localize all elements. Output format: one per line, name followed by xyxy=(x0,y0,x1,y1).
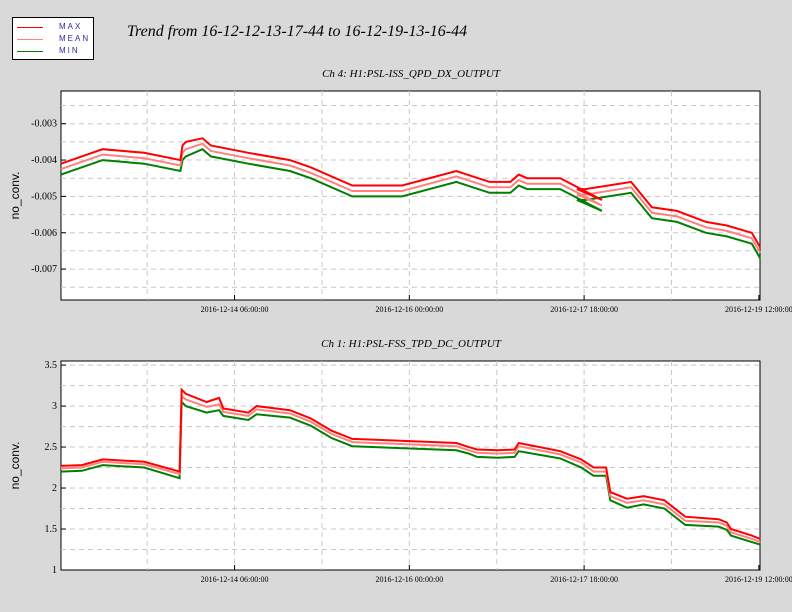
plot2-ylabel: no_conv. xyxy=(8,442,22,490)
plot1-ytick-label: -0.004 xyxy=(31,155,57,166)
plot1-ytick-label: -0.003 xyxy=(31,119,57,130)
plot2-xtick-label: 2016-12-14 06:00:00 xyxy=(201,575,269,584)
plot2-frame xyxy=(60,360,761,571)
legend: MAX MEAN MIN xyxy=(12,17,94,60)
legend-line-max xyxy=(17,27,43,28)
plot1-xtick-label: 2016-12-16 00:00:00 xyxy=(375,305,443,314)
plot2-ytick-label: 2 xyxy=(52,483,57,494)
plot1-xtick-label: 2016-12-14 06:00:00 xyxy=(201,305,269,314)
plot1-series-min xyxy=(60,148,761,259)
plot2-xtick-label: 2016-12-16 00:00:00 xyxy=(375,575,443,584)
plot1-xtick-label: 2016-12-17 18:00:00 xyxy=(550,305,618,314)
plot2-ytick-label: 3 xyxy=(52,401,57,412)
plot2-series-min xyxy=(60,399,761,546)
plot2-series-mean xyxy=(60,394,761,544)
legend-item-mean: MEAN xyxy=(17,34,93,45)
legend-label-min: MIN xyxy=(59,46,80,55)
plot2-series-max xyxy=(60,387,761,540)
plot2-ytick-label: 1 xyxy=(52,565,57,576)
plot1-ytick-label: -0.007 xyxy=(31,264,57,275)
legend-item-max: MAX xyxy=(17,22,93,33)
legend-label-max: MAX xyxy=(59,22,83,31)
plot2-title: Ch 1: H1:PSL-FSS_TPD_DC_OUTPUT xyxy=(321,338,501,350)
plot1-series-mean xyxy=(60,142,761,254)
plot1-title: Ch 4: H1:PSL-ISS_QPD_DX_OUTPUT xyxy=(322,68,500,80)
main-title: Trend from 16-12-12-13-17-44 to 16-12-19… xyxy=(127,23,468,40)
plot1-ytick-label: -0.006 xyxy=(31,228,57,239)
plot1-xtick-label: 2016-12-19 12:00:00 xyxy=(725,305,792,314)
plot1-ytick-label: -0.005 xyxy=(31,191,57,202)
legend-label-mean: MEAN xyxy=(59,34,91,43)
legend-item-min: MIN xyxy=(17,46,93,57)
plot2-ytick-label: 1.5 xyxy=(45,524,58,535)
plot2-xtick-label: 2016-12-19 12:00:00 xyxy=(725,575,792,584)
legend-line-mean xyxy=(17,39,43,40)
plot1-series-max xyxy=(60,137,761,248)
plot2-xtick-label: 2016-12-17 18:00:00 xyxy=(550,575,618,584)
plot1-ylabel: no_conv. xyxy=(8,172,22,220)
legend-line-min xyxy=(17,51,43,52)
plot2-ytick-label: 3.5 xyxy=(45,360,58,371)
plot2-ytick-label: 2.5 xyxy=(45,442,58,453)
